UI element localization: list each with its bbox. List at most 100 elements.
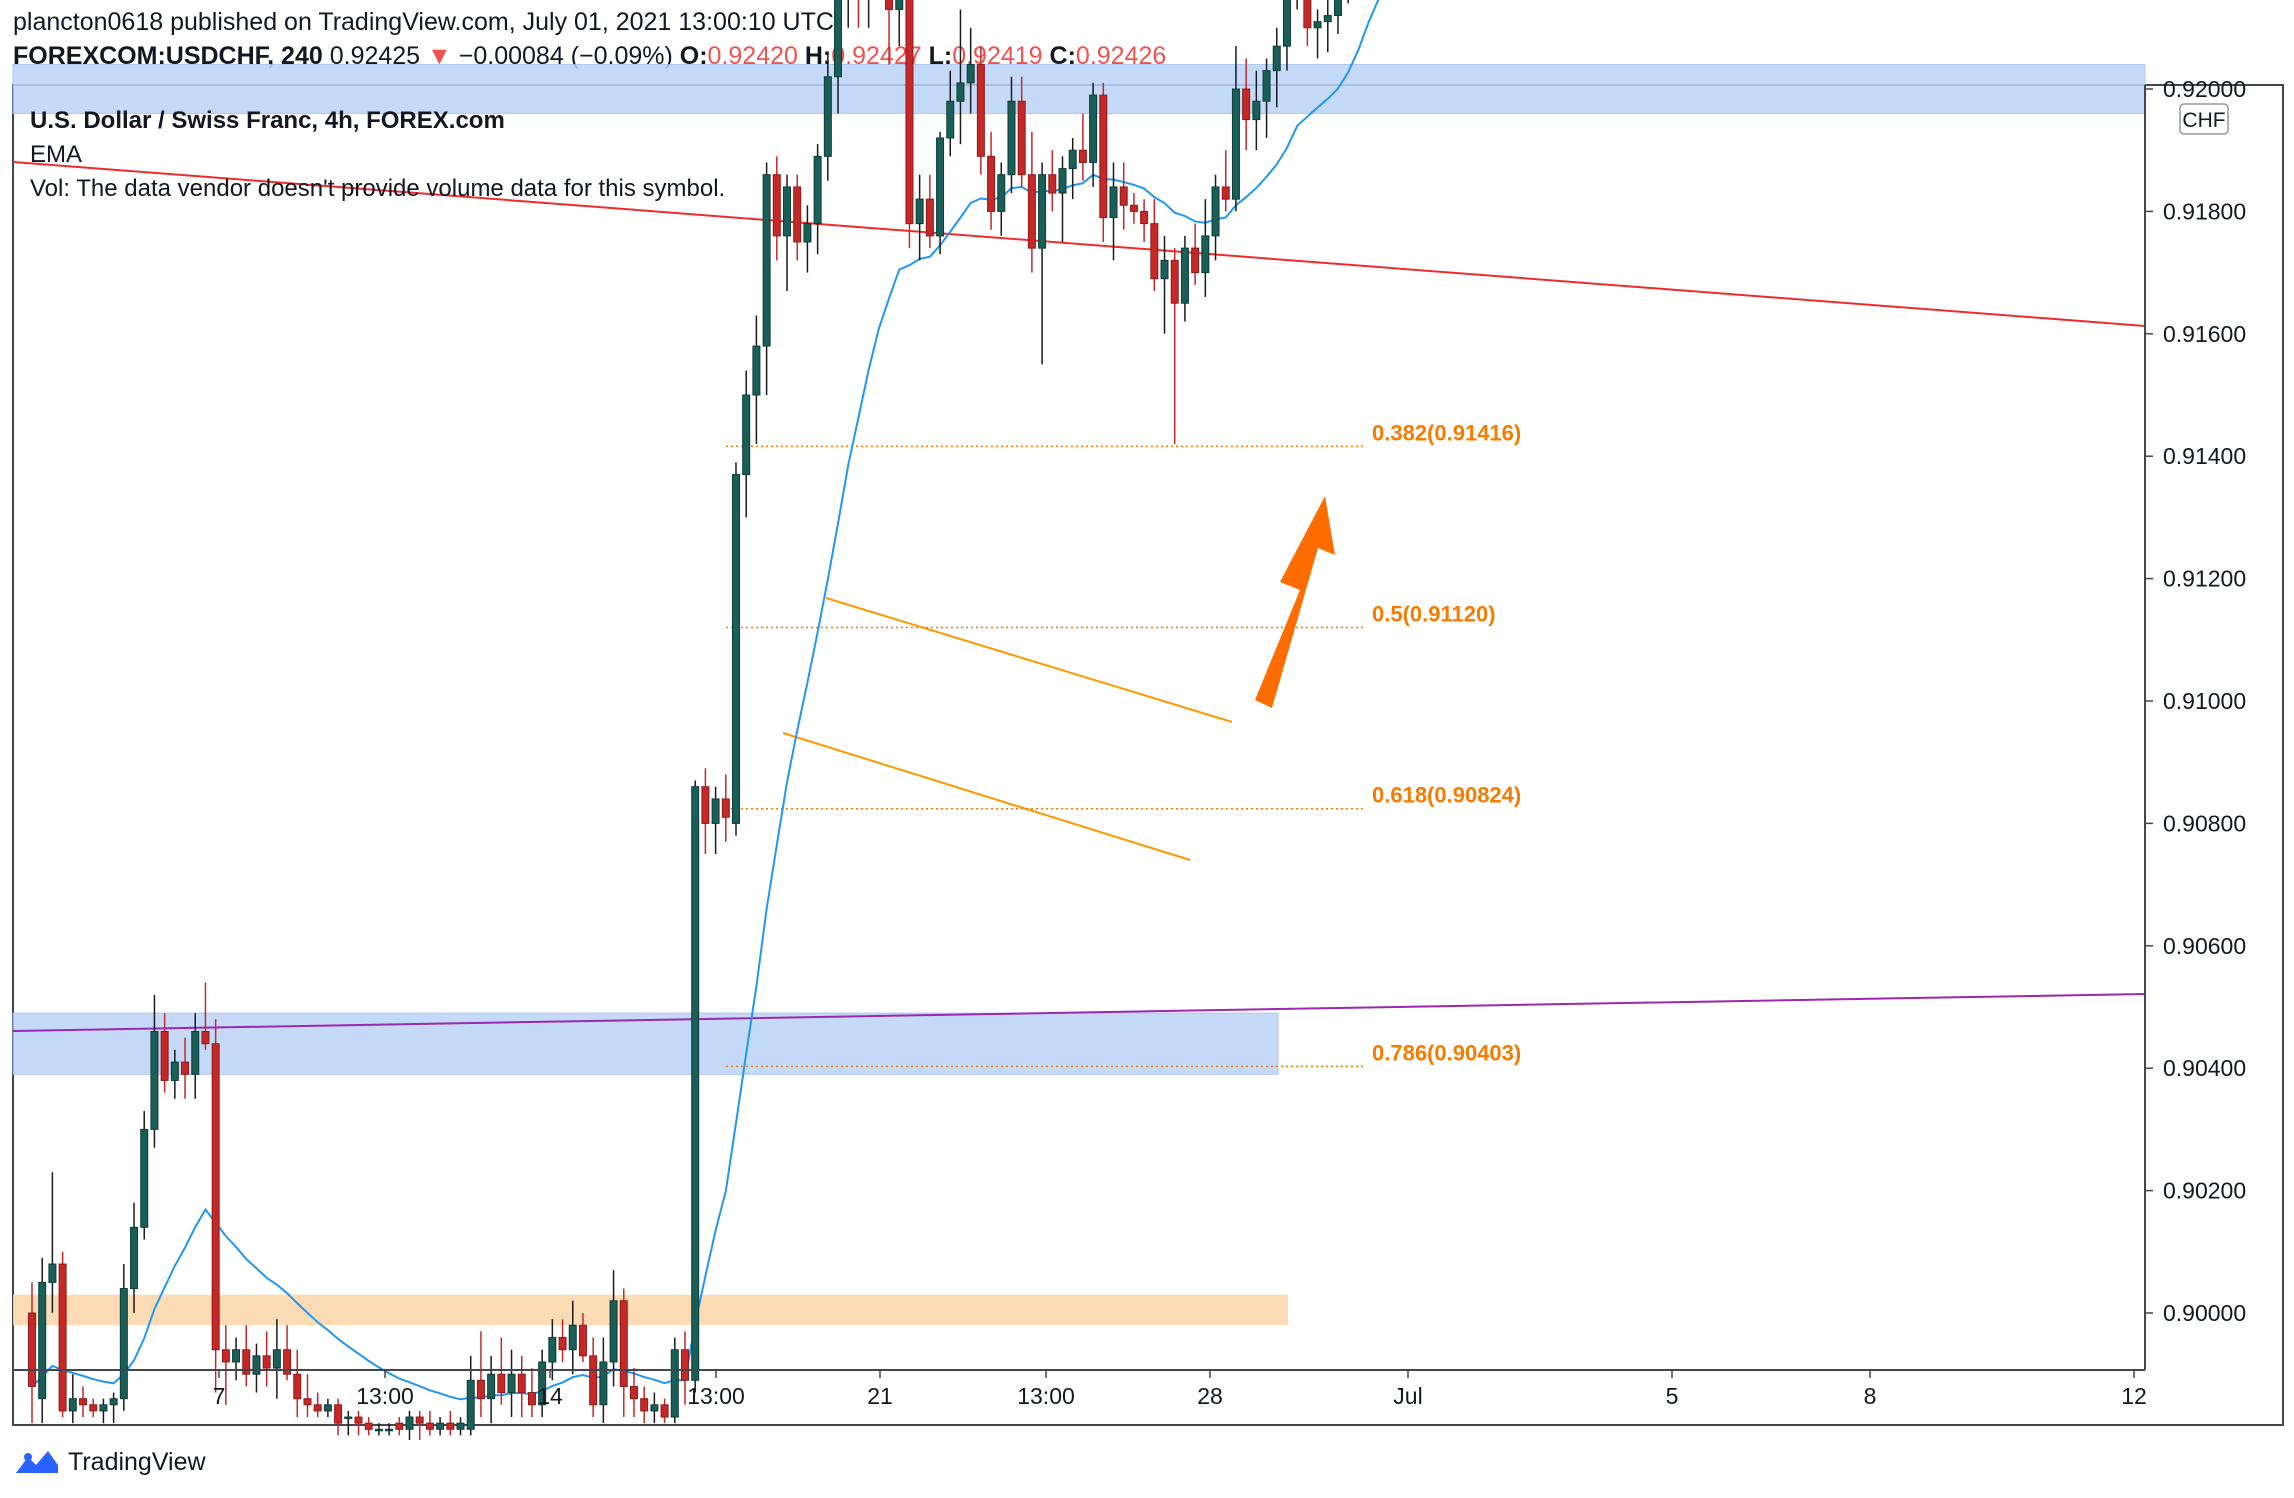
candle — [303, 1374, 312, 1418]
candle — [436, 1417, 445, 1436]
x-tick-label: 13:00 — [1017, 1383, 1075, 1409]
candle-body — [191, 1030, 200, 1075]
candle-body — [793, 186, 802, 243]
candle-body — [1323, 15, 1332, 23]
candle-body — [201, 1030, 210, 1045]
candle — [130, 1202, 139, 1313]
candle-body — [293, 1373, 302, 1400]
candle-body — [915, 198, 924, 225]
candle — [1347, 0, 1349, 4]
candle-body — [497, 1373, 506, 1394]
candle-body — [823, 76, 832, 157]
red-trendline — [12, 161, 2146, 327]
candle — [1252, 70, 1261, 151]
candle — [1211, 174, 1220, 261]
legend-vol: Vol: The data vendor doesn't provide vol… — [30, 175, 725, 202]
zone-orange-4 — [13, 1294, 1288, 1326]
candle — [58, 1251, 67, 1418]
candle — [650, 1392, 659, 1424]
y-tick-label: 0.92000 — [2163, 76, 2246, 102]
candle-body — [987, 155, 996, 212]
candle-body — [1191, 247, 1200, 274]
tradingview-brand[interactable]: TradingView — [68, 1447, 206, 1476]
x-tick-label: 12 — [2121, 1383, 2147, 1409]
candle-body — [895, 0, 904, 10]
candle — [89, 1398, 98, 1418]
candle-body — [936, 137, 945, 237]
chart-frame — [12, 84, 2284, 1426]
x-tick-label: 14 — [537, 1383, 563, 1409]
y-axis[interactable]: 0.90000 0.90200 0.90400 0.90600 0.90800 0.910… — [2140, 0, 2270, 1370]
footer: TradingView — [14, 1447, 206, 1477]
candle — [629, 1368, 638, 1418]
candle-body — [1231, 88, 1240, 200]
currency-label: CHF — [2182, 109, 2225, 132]
candle-body — [405, 1416, 414, 1430]
candle — [670, 1337, 679, 1424]
candle-body — [130, 1226, 139, 1290]
candle — [160, 1013, 169, 1093]
candle — [323, 1398, 332, 1418]
candle — [997, 162, 1006, 236]
candle — [987, 131, 996, 230]
candle — [772, 156, 781, 261]
candle-body — [1058, 168, 1067, 194]
candle-body — [1201, 235, 1210, 274]
candle-body — [283, 1349, 292, 1375]
candle-body — [1048, 174, 1057, 194]
candle — [976, 46, 985, 175]
candle — [783, 174, 792, 291]
candle-body — [599, 1361, 608, 1406]
candle-body — [885, 0, 894, 10]
candle — [691, 780, 700, 1393]
candle-body — [79, 1398, 88, 1406]
candle-body — [1038, 174, 1047, 249]
candle — [813, 144, 822, 255]
candle-body — [650, 1404, 659, 1412]
candle — [211, 1019, 220, 1393]
candle — [68, 1374, 77, 1424]
x-axis[interactable]: 7 13:00 14 13:00 21 13:00 28 Jul 5 8 12 — [13, 1369, 2147, 1409]
candle — [956, 9, 965, 145]
candle — [191, 1013, 200, 1099]
candle-body — [415, 1416, 424, 1424]
candle-body — [640, 1398, 649, 1412]
candle-body — [946, 100, 955, 139]
candle-body — [925, 198, 934, 237]
x-tick-label: 13:00 — [356, 1383, 414, 1409]
orange-arrow-icon — [1255, 496, 1335, 708]
candle — [221, 1325, 230, 1405]
candle-body — [783, 186, 792, 237]
candle — [313, 1392, 322, 1418]
x-tick-label: 8 — [1864, 1383, 1877, 1409]
candle — [446, 1410, 455, 1436]
candle-body — [558, 1336, 567, 1351]
candle-body — [721, 798, 730, 818]
price-chart[interactable]: 0.382(0.91416) 0.5(0.91120) 0.618(0.90824)… — [0, 0, 2294, 1440]
candle-body — [629, 1385, 638, 1400]
fib-label: 0.382(0.91416) — [1372, 420, 1521, 445]
legend-ema[interactable]: EMA — [30, 141, 82, 168]
candle-body — [568, 1324, 577, 1351]
fib-label: 0.5(0.91120) — [1372, 602, 1496, 627]
candle-body — [364, 1422, 373, 1430]
publisher-text: plancton0618 published on TradingView.co… — [13, 8, 834, 36]
candle — [834, 0, 843, 114]
candle — [732, 462, 740, 836]
candle-body — [732, 474, 740, 824]
candle-body — [517, 1373, 526, 1394]
candle-body — [1078, 149, 1087, 163]
candle — [28, 1282, 36, 1424]
candle-body — [58, 1263, 67, 1412]
candle-body — [762, 174, 771, 347]
candle — [48, 1172, 57, 1313]
candle — [885, 0, 894, 65]
candle — [374, 1423, 383, 1436]
candle — [1296, 0, 1298, 10]
candle-body — [1129, 204, 1138, 212]
candle-body — [1180, 247, 1189, 304]
candle-body — [181, 1061, 190, 1075]
trendlines-layer — [12, 0, 2146, 1401]
candle — [1007, 76, 1016, 194]
x-tick-label: 5 — [1666, 1383, 1679, 1409]
